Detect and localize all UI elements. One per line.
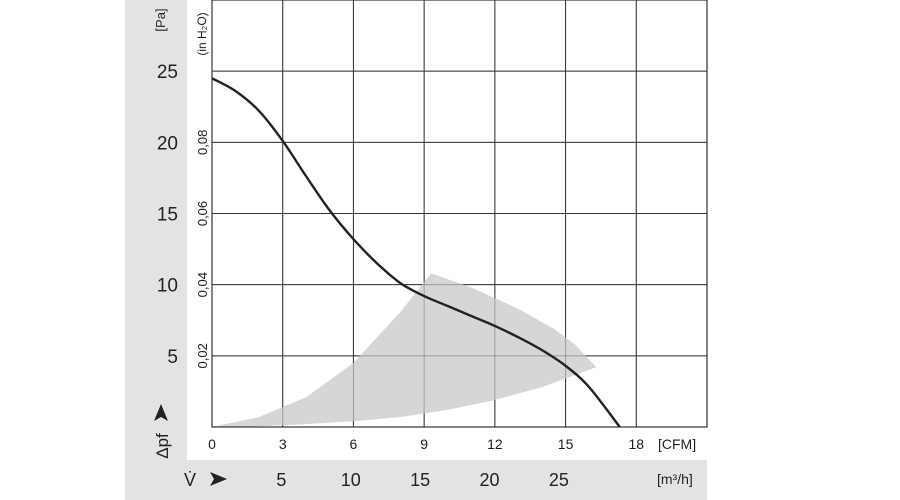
y-axis-label: Δpf [153,433,172,459]
x-tick-label-cfm: 12 [487,436,503,452]
bottom-axis-band [187,460,707,500]
x-tick-label-cfm: 18 [628,436,644,452]
x-tick-label-m3h: 5 [276,470,286,490]
plot-border [211,0,708,428]
y-ticks-inh2o: 0,02 0,04 0,06 0,08 [195,130,210,369]
x-tick-label-m3h: 15 [410,470,430,490]
y-tick-label-pa: 15 [157,205,178,226]
y-tick-label-pa: 5 [167,347,178,368]
x-unit-cfm: [CFM] [658,436,696,452]
y-tick-label-inh2o: 0,06 [195,201,210,226]
y-tick-label-pa: 25 [157,62,178,83]
y-unit-inh2o: (in H₂O) [195,12,209,55]
x-tick-label-cfm: 3 [279,436,287,452]
y-tick-label-inh2o: 0,02 [195,343,210,368]
x-tick-label-m3h: 20 [479,470,499,490]
operating-range-area [212,273,597,427]
x-tick-label-cfm: 15 [558,436,574,452]
series-line [211,77,621,428]
y-tick-label-inh2o: 0,04 [195,272,210,297]
x-ticks-cfm: 0 3 6 9 12 15 18 [208,436,644,452]
y-ticks-pa: 5 10 15 20 25 [157,62,178,368]
grid-overlay [212,0,707,427]
x-unit-m3h: [m³/h] [657,471,693,487]
y-unit-pa: [Pa] [153,8,168,31]
y-tick-label-inh2o: 0,08 [195,130,210,155]
x-tick-label-m3h: 25 [549,470,569,490]
x-tick-label-cfm: 0 [208,436,216,452]
x-arrow-icon [210,472,227,486]
x-axis-symbol: V̇ [184,470,196,490]
x-tick-label-m3h: 10 [341,470,361,490]
y-arrow-icon [154,404,168,421]
y-tick-label-pa: 20 [157,133,178,154]
x-tick-label-cfm: 6 [350,436,358,452]
x-ticks-m3h: 5 10 15 20 25 [276,470,568,490]
x-tick-label-cfm: 9 [420,436,428,452]
y-tick-label-pa: 10 [157,276,178,297]
